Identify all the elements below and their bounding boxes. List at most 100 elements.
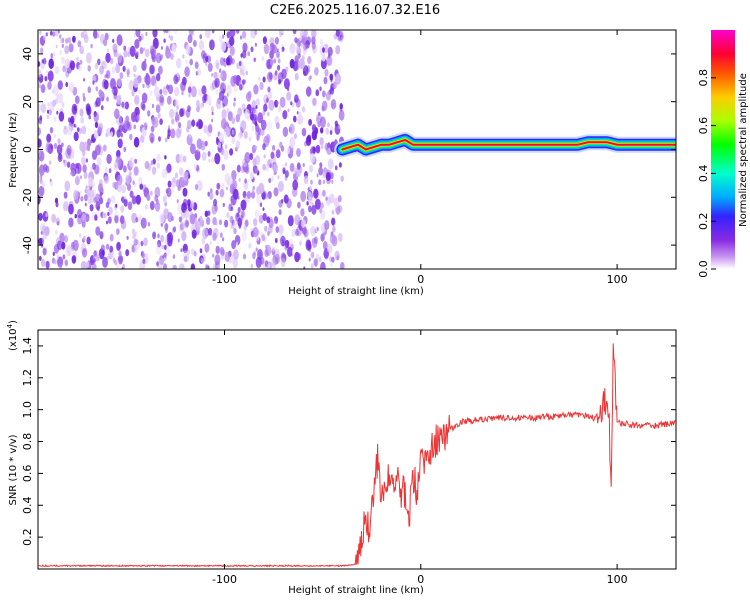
noise-blob (318, 257, 322, 262)
snr-y-ticks: 0.2 0.4 0.6 0.8 1.0 1.2 1.4 (21, 337, 676, 546)
noise-blob (188, 133, 192, 139)
noise-blob (76, 56, 79, 62)
noise-blob (335, 30, 340, 37)
noise-blob (258, 182, 265, 194)
noise-blob (123, 45, 127, 51)
noise-blob (159, 214, 165, 224)
noise-blob (116, 95, 122, 105)
noise-blob (160, 54, 164, 59)
noise-blob (45, 32, 48, 37)
noise-blob (79, 233, 82, 238)
noise-blob (264, 225, 268, 232)
noise-blob (156, 73, 161, 82)
noise-blob (116, 181, 123, 193)
noise-blob (220, 253, 224, 260)
noise-blob (123, 199, 128, 207)
noise-blob (38, 150, 45, 162)
noise-blob (251, 188, 255, 193)
colorbar-tick-label: 0.2 (697, 212, 710, 230)
noise-blob (340, 36, 344, 43)
noise-blob (155, 104, 161, 114)
noise-blob (128, 171, 132, 177)
noise-blob (310, 263, 314, 269)
x-tick-label: -100 (212, 273, 237, 286)
noise-blob (86, 105, 92, 116)
noise-blob (47, 70, 54, 82)
noise-blob (311, 124, 317, 133)
noise-blob (185, 109, 191, 118)
noise-blob (254, 209, 260, 218)
noise-blob (146, 193, 151, 201)
noise-blob (322, 240, 328, 250)
y-tick-label: 0.8 (21, 433, 34, 451)
noise-blob (259, 81, 264, 91)
noise-blob (71, 255, 77, 264)
noise-blob (179, 108, 184, 117)
noise-blob (233, 85, 238, 93)
noise-blob (101, 105, 104, 111)
snr-x-ticks: -100 0 100 (212, 330, 628, 586)
noise-blob (61, 241, 66, 250)
y-tick-label: 20 (21, 95, 34, 109)
noise-blob (42, 247, 47, 256)
noise-blob (339, 103, 343, 110)
noise-blob (38, 117, 43, 125)
noise-blob (89, 204, 94, 212)
noise-blob (94, 121, 99, 128)
noise-blob (218, 219, 223, 226)
noise-blob (155, 52, 162, 64)
noise-blob (194, 184, 199, 191)
noise-blob (221, 109, 227, 120)
noise-blob (126, 69, 130, 76)
noise-blob (171, 187, 175, 193)
noise-blob (233, 102, 236, 107)
noise-blob (242, 190, 247, 199)
noise-blob (105, 167, 108, 172)
noise-blob (299, 240, 303, 247)
colorbar: 0.0 0.2 0.4 0.6 0.8 Normalized spectral ampl… (697, 30, 749, 278)
noise-blob (231, 58, 235, 65)
noise-blob (329, 130, 333, 135)
noise-blob (62, 254, 66, 260)
colorbar-tick-label: 0.0 (697, 260, 710, 278)
noise-blob (284, 170, 289, 178)
x-tick-label: 0 (417, 273, 424, 286)
noise-blob (117, 77, 122, 87)
noise-blob (79, 59, 83, 65)
noise-blob (152, 116, 159, 128)
noise-blob (272, 246, 276, 252)
noise-blob (317, 189, 323, 200)
noise-blob (108, 206, 113, 216)
noise-blob (186, 199, 191, 207)
noise-blob (38, 103, 41, 112)
noise-blob (168, 35, 171, 39)
noise-blob (325, 91, 331, 101)
noise-blob (170, 35, 174, 41)
noise-blob (71, 169, 76, 177)
noise-blob (296, 111, 299, 115)
noise-blob (187, 86, 192, 94)
noise-blob (190, 248, 195, 256)
noise-blob (247, 197, 251, 203)
noise-blob (38, 212, 43, 221)
noise-blob (55, 217, 60, 226)
noise-blob (56, 254, 60, 260)
noise-blob (231, 240, 237, 250)
noise-blob (81, 125, 87, 135)
y-tick-label: 1.4 (21, 337, 34, 355)
noise-blob (172, 176, 176, 184)
noise-blob (195, 220, 201, 231)
noise-blob (132, 234, 135, 240)
noise-blob (314, 198, 321, 210)
x-tick-label: 100 (607, 273, 628, 286)
noise-blob (215, 62, 220, 70)
y-tick-label: 1.0 (21, 401, 34, 419)
noise-blob (186, 134, 193, 146)
noise-blob (157, 259, 163, 269)
y-tick-label: 0.2 (21, 528, 34, 546)
noise-blob (310, 251, 315, 259)
noise-blob (307, 187, 310, 191)
y-tick-label: 0.6 (21, 465, 34, 483)
colorbar-ticks: 0.0 0.2 0.4 0.6 0.8 (697, 69, 716, 278)
noise-blob (142, 184, 147, 193)
